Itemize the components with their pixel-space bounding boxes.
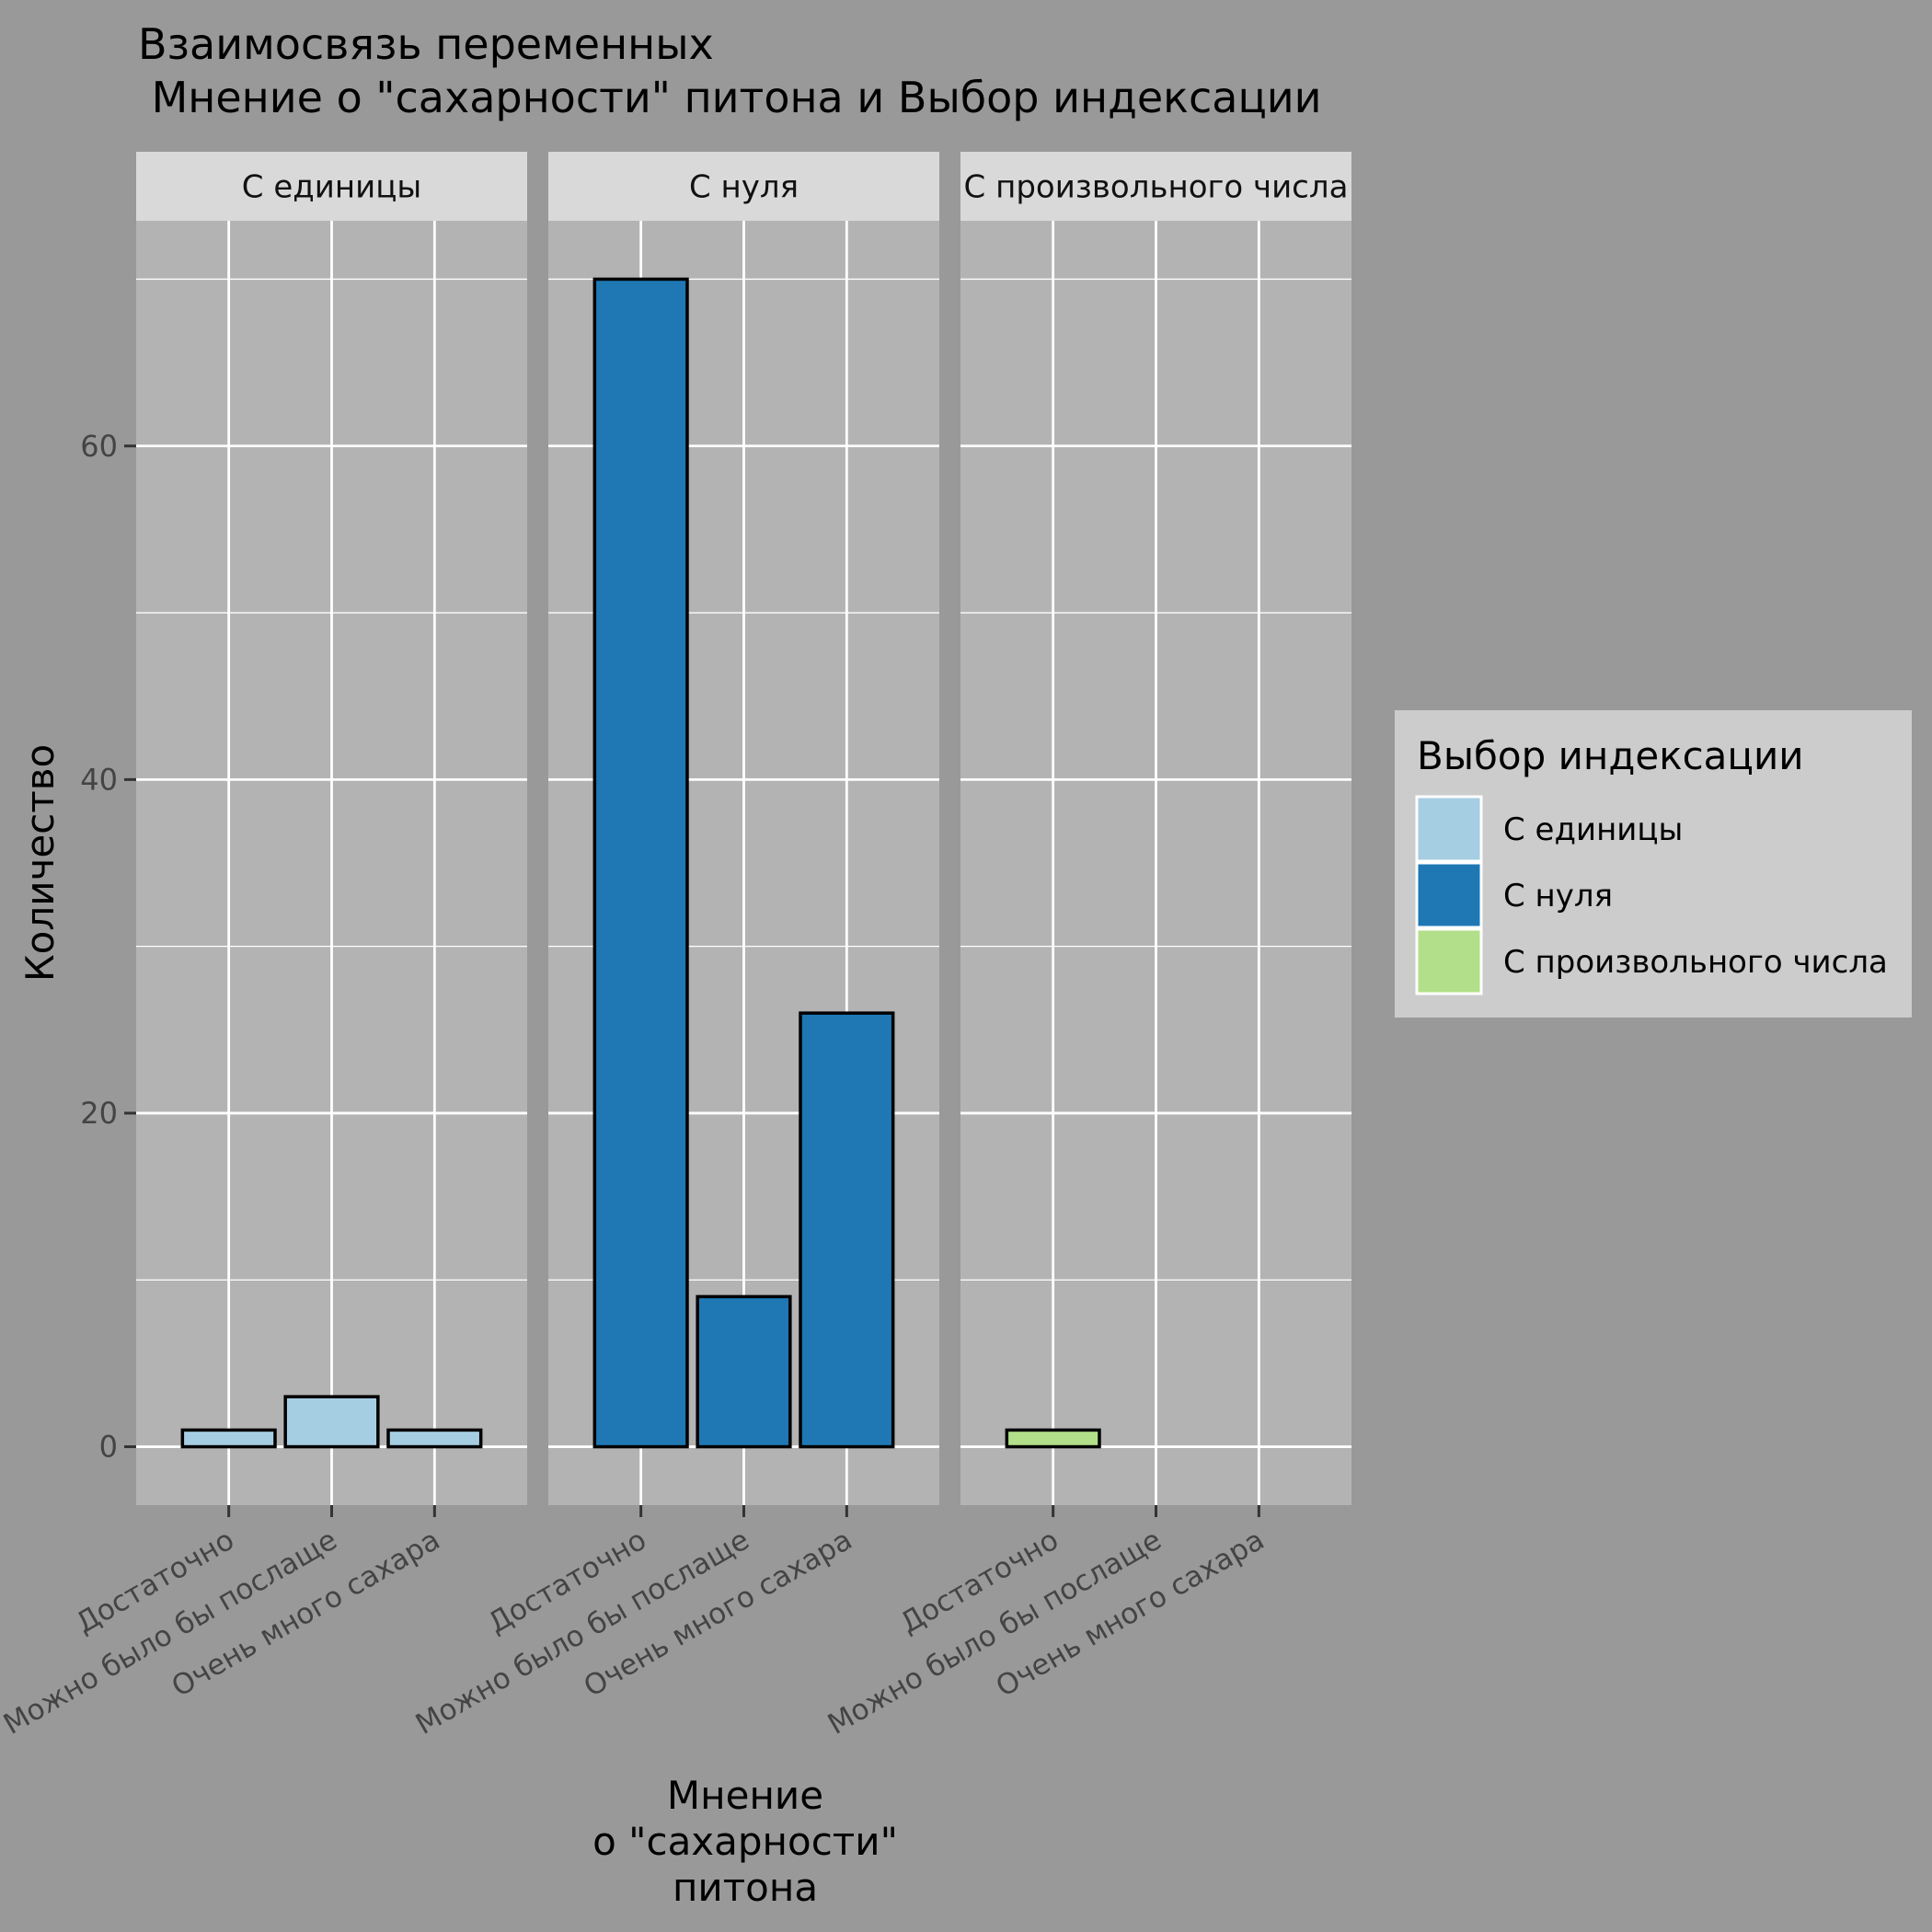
legend-title: Выбор индексации	[1417, 733, 1804, 778]
facet-strip	[548, 152, 939, 221]
facet-strip-label: С произвольного числа	[964, 169, 1349, 206]
bar-2-1	[592, 277, 689, 1449]
legend-key-3	[1415, 927, 1483, 995]
facet-strip-label: С нуля	[689, 169, 799, 206]
legend-key-2	[1415, 861, 1483, 929]
facet-strip-label: С единицы	[242, 169, 421, 206]
legend-label-1: С единицы	[1503, 811, 1683, 848]
bar-1-1	[180, 1428, 277, 1449]
facet-strip	[960, 152, 1351, 221]
chart-title-line-1: Взаимосвязь переменных	[138, 19, 714, 69]
bar-2-2	[696, 1294, 792, 1449]
y-axis: 0 20 40 60	[80, 429, 136, 1465]
facet-strip	[136, 152, 527, 221]
bar-1-3	[386, 1428, 483, 1449]
y-tick-label: 40	[80, 762, 118, 797]
legend-label-3: С произвольного числа	[1503, 944, 1888, 981]
chart-title-line-2: Мнение о "сахарности" питона и Выбор инд…	[138, 73, 1322, 122]
legend: Выбор индексации С единицы С нуля С произво…	[1395, 710, 1912, 1018]
bar-2-3	[799, 1011, 895, 1449]
bar-3-1	[1005, 1428, 1101, 1449]
y-tick-label: 20	[80, 1096, 118, 1131]
y-tick-label: 0	[99, 1430, 118, 1465]
y-axis-title: Количество	[17, 744, 63, 982]
y-tick-label: 60	[80, 429, 118, 464]
bar-1-2	[283, 1395, 380, 1449]
legend-key-1	[1415, 795, 1483, 863]
x-axis-title-line: питона	[673, 1865, 818, 1910]
chart-title: Взаимосвязь переменных Мнение о "сахарно…	[138, 19, 1322, 122]
x-axis-title-line: о "сахарности"	[592, 1819, 898, 1864]
legend-label-2: С нуля	[1503, 878, 1613, 914]
x-axis-title-line: Мнение	[667, 1773, 823, 1818]
